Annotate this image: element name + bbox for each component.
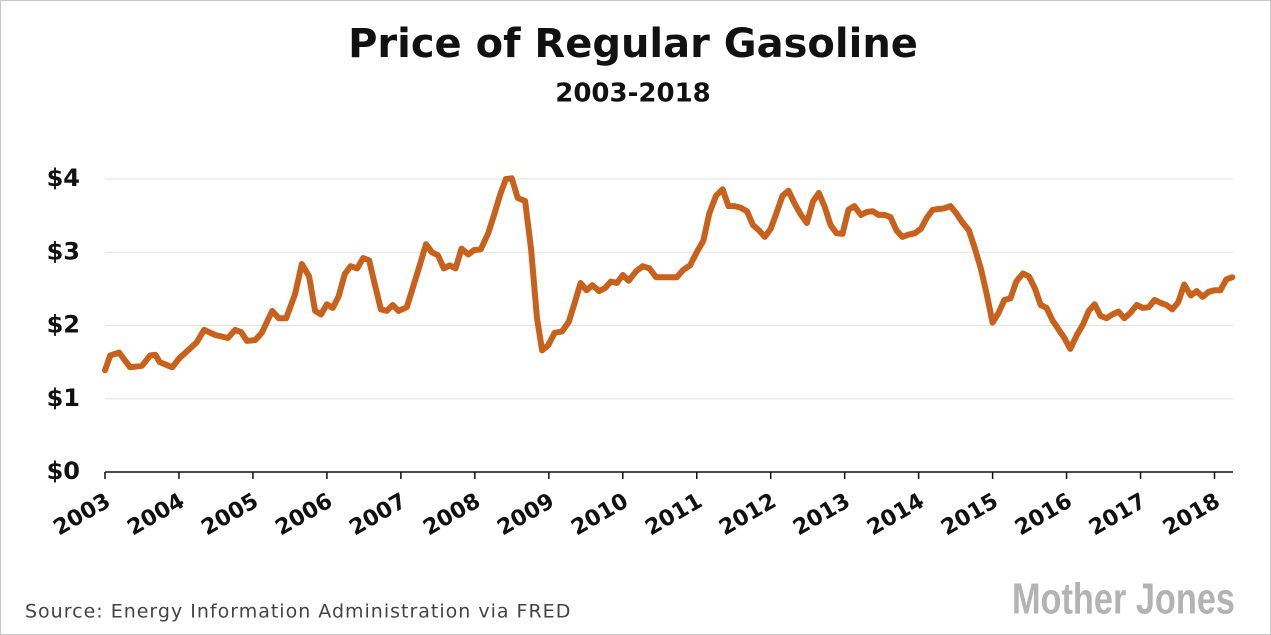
chart-subtitle: 2003-2018 xyxy=(555,79,711,109)
y-tick-label: $2 xyxy=(47,311,80,339)
logo: Mother Jones xyxy=(1012,575,1235,624)
chart-title: Price of Regular Gasoline xyxy=(348,21,918,67)
y-tick-label: $3 xyxy=(47,237,80,265)
price-line xyxy=(102,175,1236,374)
y-tick-label: $1 xyxy=(47,384,80,412)
y-tick-label: $0 xyxy=(47,457,80,485)
y-tick-label: $4 xyxy=(47,164,80,192)
source: Source: Energy Information Administratio… xyxy=(25,601,571,623)
